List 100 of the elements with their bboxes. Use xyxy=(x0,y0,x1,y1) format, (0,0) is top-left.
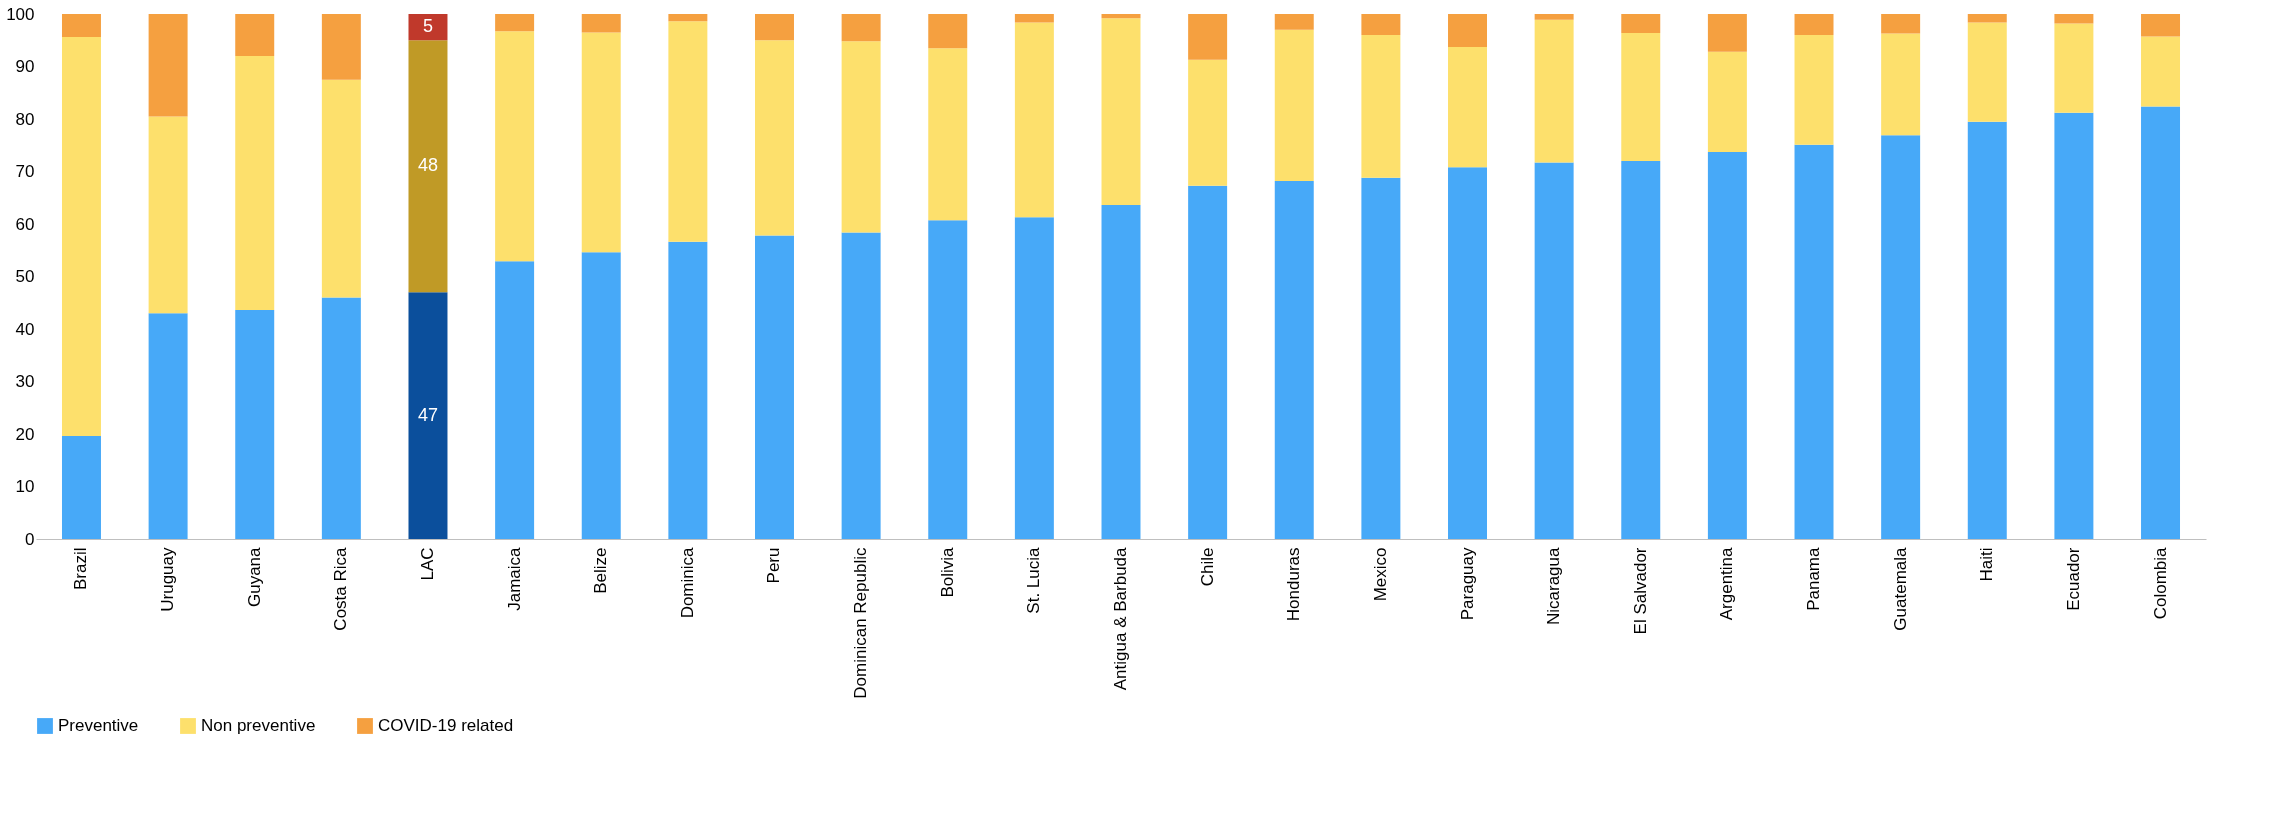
bar xyxy=(668,21,708,242)
x-tick-label: Antigua & Barbuda xyxy=(1111,546,1130,691)
bar xyxy=(1014,217,1054,539)
x-tick-label: Guyana xyxy=(244,546,264,608)
bar xyxy=(1101,205,1141,539)
bar xyxy=(1707,51,1747,153)
bar xyxy=(2141,36,2181,107)
bar xyxy=(1534,14,1574,20)
bar xyxy=(2054,112,2094,539)
bar xyxy=(1794,14,1834,35)
bar xyxy=(581,14,621,33)
y-tick-label: 30 xyxy=(15,372,35,391)
bar xyxy=(1361,35,1401,178)
bar xyxy=(928,48,968,221)
x-tick-label: Bolivia xyxy=(937,546,957,598)
bar xyxy=(1881,33,1921,136)
bar xyxy=(841,14,881,42)
bar xyxy=(1101,14,1141,19)
x-tick-label: St. Lucia xyxy=(1024,546,1044,614)
x-tick-label: Dominican Republic xyxy=(851,547,871,699)
bar xyxy=(1621,161,1661,539)
bar xyxy=(1448,14,1487,48)
x-tick-label: Paraguay xyxy=(1457,547,1477,621)
legend-label: COVID-19 related xyxy=(378,716,514,735)
x-tick-label: Dominica xyxy=(677,546,697,619)
bar xyxy=(1534,162,1574,539)
bar xyxy=(1274,14,1314,30)
bar xyxy=(928,220,968,539)
bar xyxy=(581,32,621,253)
bar xyxy=(235,310,275,539)
bar xyxy=(1274,29,1314,181)
y-tick-label: 40 xyxy=(15,319,35,339)
y-tick-label: 80 xyxy=(15,109,35,129)
y-tick-label: 100 xyxy=(6,4,35,24)
bar xyxy=(841,41,881,233)
x-tick-label: El Salvador xyxy=(1630,547,1650,635)
x-tick-label: Argentina xyxy=(1717,546,1737,621)
bar xyxy=(61,436,101,539)
y-tick-label: 10 xyxy=(15,477,35,496)
bar xyxy=(1448,167,1487,539)
bar xyxy=(668,241,708,539)
bar xyxy=(408,292,448,539)
bar xyxy=(495,261,535,539)
x-tick-label: Costa Rica xyxy=(331,546,351,631)
bar xyxy=(581,252,621,539)
bar xyxy=(321,79,361,298)
legend-label: Non preventive xyxy=(201,716,316,735)
x-tick-label: Haiti xyxy=(1977,547,1997,582)
bar xyxy=(1707,152,1747,539)
bar xyxy=(1967,22,2007,122)
bar xyxy=(2141,14,2181,37)
bar xyxy=(1361,14,1401,35)
bar xyxy=(408,40,448,293)
bar xyxy=(148,313,188,539)
bar xyxy=(2141,106,2181,539)
bar xyxy=(755,235,794,539)
bar xyxy=(61,37,101,437)
x-tick-label: Jamaica xyxy=(504,546,524,611)
bar xyxy=(148,14,188,117)
bar xyxy=(1101,18,1141,206)
bar xyxy=(408,14,448,41)
bar xyxy=(1794,144,1834,539)
bar xyxy=(321,297,361,539)
x-tick-label: Peru xyxy=(764,547,784,584)
y-tick-label: 60 xyxy=(15,214,35,234)
bar xyxy=(1014,22,1054,218)
bar xyxy=(1534,19,1574,163)
bar xyxy=(1621,14,1661,33)
data-label: 5 xyxy=(422,16,433,37)
bar xyxy=(1794,35,1834,145)
legend-label: Preventive xyxy=(58,716,139,735)
data-label: 47 xyxy=(417,404,438,425)
y-tick-label: 0 xyxy=(25,529,35,549)
bar xyxy=(1707,14,1747,52)
bar xyxy=(148,116,188,314)
bar xyxy=(755,14,794,41)
data-label: 48 xyxy=(417,155,438,176)
x-tick-label: Uruguay xyxy=(158,547,178,612)
bar xyxy=(1967,14,2007,23)
x-tick-label: Belize xyxy=(591,547,611,594)
bar xyxy=(2054,14,2094,24)
bar xyxy=(928,14,968,49)
bar xyxy=(668,14,708,22)
x-tick-label: Guatemala xyxy=(1890,546,1910,631)
bar xyxy=(235,14,275,56)
bar xyxy=(1188,185,1228,539)
x-tick-label: Panama xyxy=(1804,546,1824,611)
bar xyxy=(1881,135,1921,539)
bar xyxy=(1881,14,1921,34)
y-tick-label: 20 xyxy=(15,424,35,444)
x-tick-label: Colombia xyxy=(2150,546,2170,620)
bar xyxy=(235,56,275,311)
bar xyxy=(1361,177,1401,539)
bar xyxy=(2054,23,2094,113)
x-tick-label: Brazil xyxy=(71,547,91,591)
bar xyxy=(1967,121,2007,539)
x-tick-label: Mexico xyxy=(1370,547,1390,602)
bar xyxy=(1188,14,1228,60)
y-tick-label: 90 xyxy=(15,57,35,76)
bar xyxy=(495,14,535,32)
